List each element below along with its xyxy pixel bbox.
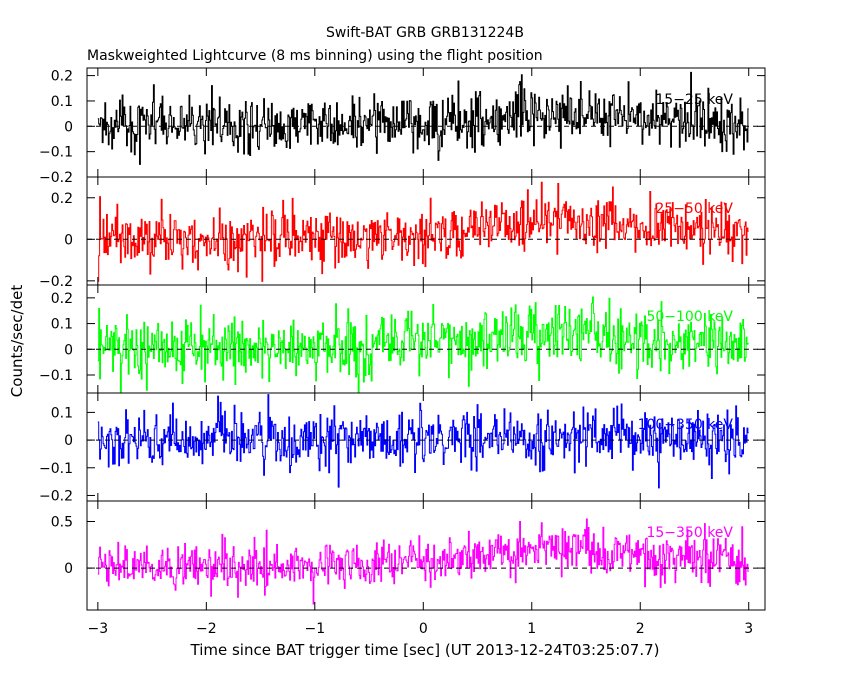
y-tick-label: 0.2 — [51, 69, 73, 85]
y-tick-label: 0.2 — [51, 191, 73, 207]
series-line — [97, 181, 749, 282]
x-tick-label: 3 — [744, 621, 753, 637]
y-tick-label: 0 — [64, 433, 73, 449]
y-tick-label: 0.1 — [51, 94, 73, 110]
panel-50-100-kev: −0.1 0 0.1 0.2 50−100 keV — [39, 284, 766, 394]
x-tick-label: 0 — [419, 621, 428, 637]
x-axis: −3 −2 −1 0 1 2 3 — [88, 621, 754, 637]
x-tick-label: −3 — [88, 621, 109, 637]
panel-frame — [86, 392, 766, 502]
x-tick-label: 2 — [636, 621, 645, 637]
band-label: 100−350 keV — [638, 417, 734, 433]
y-tick-label: 0.2 — [51, 291, 73, 307]
y-tick-label: −0.2 — [39, 274, 73, 290]
y-tick-label: −0.1 — [39, 368, 73, 384]
chart-subtitle: Maskweighted Lightcurve (8 ms binning) u… — [87, 48, 543, 64]
y-tick-label: −0.2 — [39, 170, 73, 186]
panel-frame — [86, 500, 766, 611]
series-line — [97, 394, 749, 489]
band-label: 15−25 keV — [655, 92, 733, 108]
y-tick-label: −0.2 — [39, 488, 73, 504]
y-tick-label: 0 — [64, 342, 73, 358]
panel-25-50-kev: −0.2 0 0.2 25−50 keV — [39, 176, 766, 290]
series-line — [97, 518, 749, 605]
panels-group: −0.2 −0.1 0 0.1 0.2 15−25 keV −0.2 0 0.2 25−50 ke… — [39, 67, 766, 611]
panel-100-350-kev: −0.2 −0.1 0 0.1 100−350 keV — [39, 392, 766, 504]
series-line — [97, 296, 749, 393]
x-axis-label: Time since BAT trigger time [sec] (UT 20… — [190, 641, 660, 659]
y-tick-label: −0.1 — [39, 145, 73, 161]
y-tick-label: 0 — [64, 232, 73, 248]
x-tick-label: −2 — [196, 621, 217, 637]
chart-title: Swift-BAT GRB GRB131224B — [326, 25, 524, 41]
y-tick-label: 0 — [64, 561, 73, 577]
y-tick-label: 0 — [64, 119, 73, 135]
band-label: 15−350 keV — [646, 525, 733, 541]
y-tick-label: 0.1 — [51, 405, 73, 421]
y-tick-label: 0.1 — [51, 317, 73, 333]
panel-15-350-kev: 0 0.5 15−350 keV — [51, 500, 766, 611]
y-axis-label: Counts/sec/det — [8, 285, 26, 398]
x-tick-label: 1 — [527, 621, 536, 637]
series-line — [97, 71, 749, 165]
y-tick-label: −0.1 — [39, 461, 73, 477]
band-label: 25−50 keV — [655, 201, 733, 217]
y-tick-label: 0.5 — [51, 514, 73, 530]
panel-frame — [86, 284, 766, 394]
band-label: 50−100 keV — [646, 309, 733, 325]
x-tick-label: −1 — [304, 621, 325, 637]
panel-15-25-kev: −0.2 −0.1 0 0.1 0.2 15−25 keV — [39, 67, 766, 186]
